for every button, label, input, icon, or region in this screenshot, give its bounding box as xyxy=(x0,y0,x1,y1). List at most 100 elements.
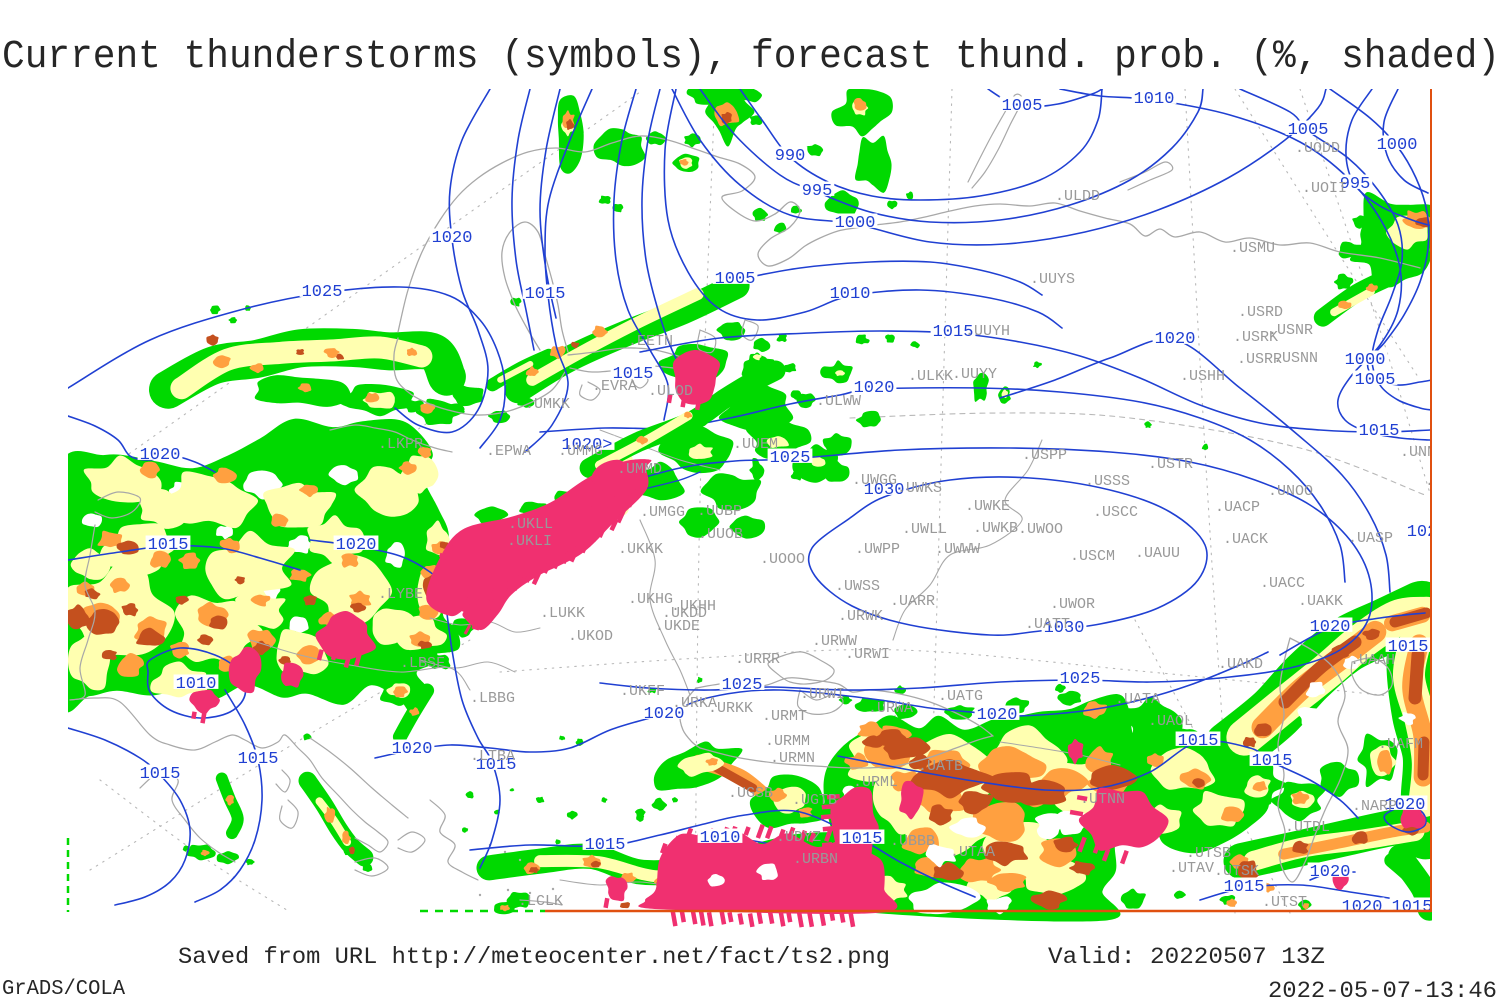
svg-text:.URMN: .URMN xyxy=(770,750,815,767)
svg-text:.UWLL: .UWLL xyxy=(902,521,947,538)
svg-text:.USMU: .USMU xyxy=(1230,240,1275,257)
svg-text:1015: 1015 xyxy=(238,750,279,769)
svg-text:1015: 1015 xyxy=(1388,638,1429,657)
svg-text:1005: 1005 xyxy=(715,270,756,289)
svg-text:Valid: 20220507 13Z: Valid: 20220507 13Z xyxy=(1048,944,1325,971)
svg-text:1025: 1025 xyxy=(770,449,811,468)
svg-text:.USNN: .USNN xyxy=(1273,350,1318,367)
svg-text:1030: 1030 xyxy=(1044,619,1085,638)
svg-text:.UAKD: .UAKD xyxy=(1218,656,1263,673)
svg-text:.UASP: .UASP xyxy=(1348,530,1393,547)
svg-text:.UWWW: .UWWW xyxy=(935,541,980,558)
svg-text:1025: 1025 xyxy=(722,676,763,695)
svg-text:1020: 1020 xyxy=(336,536,377,555)
svg-text:.ULDD: .ULDD xyxy=(1055,188,1100,205)
svg-text:1020: 1020 xyxy=(977,706,1018,725)
svg-text:1015: 1015 xyxy=(148,536,189,555)
svg-text:.UUBP: .UUBP xyxy=(697,503,742,520)
svg-text:1020: 1020 xyxy=(854,379,895,398)
svg-text:.USCC: .USCC xyxy=(1093,504,1138,521)
svg-text:1000: 1000 xyxy=(1377,136,1418,155)
svg-text:.UWKS: .UWKS xyxy=(897,480,942,497)
svg-text:1010: 1010 xyxy=(700,829,741,848)
svg-text:.UTNN: .UTNN xyxy=(1080,791,1125,808)
svg-text:.UWGG: .UWGG xyxy=(852,472,897,489)
svg-text:1005: 1005 xyxy=(1288,121,1329,140)
svg-text:.UTSB: .UTSB xyxy=(1186,845,1231,862)
svg-text:.URWA: .URWA xyxy=(868,700,913,717)
svg-text:.LBSF: .LBSF xyxy=(400,655,445,672)
svg-text:.UATG: .UATG xyxy=(938,688,983,705)
svg-text:102: 102 xyxy=(1407,523,1438,542)
svg-text:.UACP: .UACP xyxy=(1215,499,1260,516)
svg-text:.UACC: .UACC xyxy=(1260,575,1305,592)
svg-text:.URWI: .URWI xyxy=(845,646,890,663)
svg-text:.UNNT: .UNNT xyxy=(1400,444,1445,461)
svg-text:995: 995 xyxy=(802,182,833,201)
svg-text:.UAUU: .UAUU xyxy=(1135,545,1180,562)
svg-text:1030: 1030 xyxy=(864,481,905,500)
svg-text:.UKLL: .UKLL xyxy=(508,516,553,533)
svg-text:.UKHG: .UKHG xyxy=(628,591,673,608)
svg-text:.USRK: .USRK xyxy=(1233,329,1278,346)
svg-text:1015: 1015 xyxy=(476,756,517,775)
svg-text:.LYBE: .LYBE xyxy=(378,586,423,603)
svg-text:Saved from URL http://meteocen: Saved from URL http://meteocenter.net/fa… xyxy=(178,944,890,971)
svg-text:.NARP: .NARP xyxy=(1352,798,1397,815)
svg-text:.UKOD: .UKOD xyxy=(568,628,613,645)
svg-text:.UUYS: .UUYS xyxy=(1030,271,1075,288)
svg-text:.UAKK: .UAKK xyxy=(1298,593,1343,610)
svg-text:1015: 1015 xyxy=(585,836,626,855)
svg-text:.UOOO: .UOOO xyxy=(760,551,805,568)
svg-text:.URRR: .URRR xyxy=(735,651,780,668)
svg-text:1020: 1020 xyxy=(432,229,473,248)
svg-text:.UKDE: .UKDE xyxy=(655,618,700,635)
svg-text:.LCLK: .LCLK xyxy=(518,893,563,910)
svg-text:.UUYH: .UUYH xyxy=(965,323,1010,340)
svg-text:1020: 1020 xyxy=(140,446,181,465)
svg-text:.UATA: .UATA xyxy=(1115,691,1160,708)
svg-text:.UARR: .UARR xyxy=(890,593,935,610)
svg-text:.UTAA: .UTAA xyxy=(950,844,995,861)
svg-text:.UMMD: .UMMD xyxy=(617,461,662,478)
svg-text:.USNR: .USNR xyxy=(1268,322,1313,339)
svg-text:.URBN: .URBN xyxy=(793,851,838,868)
svg-text:1015: 1015 xyxy=(140,765,181,784)
svg-text:.UTAV: .UTAV xyxy=(1169,860,1214,877)
svg-text:.UKHH: .UKHH xyxy=(671,598,716,615)
svg-text:GrADS/COLA: GrADS/COLA xyxy=(2,978,125,1000)
svg-text:1015: 1015 xyxy=(1252,752,1293,771)
svg-text:1005: 1005 xyxy=(1355,371,1396,390)
svg-text:.UWKE: .UWKE xyxy=(965,498,1010,515)
svg-text:.UKDD: .UKDD xyxy=(662,605,707,622)
svg-text:.URMT: .URMT xyxy=(762,708,807,725)
svg-text:.ULOD: .ULOD xyxy=(648,383,693,400)
svg-text:1020>: 1020> xyxy=(561,436,612,455)
svg-text:.UMMG: .UMMG xyxy=(558,443,603,460)
svg-text:1020: 1020 xyxy=(392,740,433,759)
svg-text:1020: 1020 xyxy=(1310,863,1351,882)
svg-text:.ULWW: .ULWW xyxy=(816,393,861,410)
svg-text:1015: 1015 xyxy=(1224,878,1265,897)
svg-text:.UKFF: .UKFF xyxy=(620,683,665,700)
svg-text:.EPWA: .EPWA xyxy=(486,443,531,460)
svg-text:.UUOB: .UUOB xyxy=(698,526,743,543)
svg-text:.UTST: .UTST xyxy=(1262,894,1307,911)
svg-text:1015: 1015 xyxy=(933,323,974,342)
svg-text:.UWKB: .UWKB xyxy=(973,520,1018,537)
svg-text:.EVRA: .EVRA xyxy=(592,378,637,395)
svg-text:.USRR: .USRR xyxy=(1237,351,1282,368)
svg-text:.URKK: .URKK xyxy=(708,700,753,717)
svg-text:.USSS: .USSS xyxy=(1085,473,1130,490)
svg-text:.LKPR: .LKPR xyxy=(378,436,423,453)
svg-text:.LTBA: .LTBA xyxy=(470,748,515,765)
svg-text:1015: 1015 xyxy=(1392,898,1433,917)
svg-text:.UACK: .UACK xyxy=(1223,531,1268,548)
svg-text:.URWK: .URWK xyxy=(838,608,883,625)
svg-text:.UWPP: .UWPP xyxy=(855,541,900,558)
svg-text:.URWI: .URWI xyxy=(800,686,845,703)
svg-text:1005: 1005 xyxy=(1002,97,1043,116)
svg-text:1000: 1000 xyxy=(1345,351,1386,370)
svg-text:.UDYZ: .UDYZ xyxy=(776,829,821,846)
svg-text:1020: 1020 xyxy=(1310,618,1351,637)
